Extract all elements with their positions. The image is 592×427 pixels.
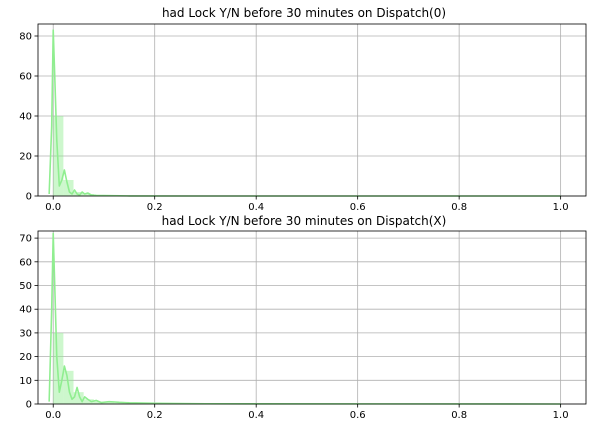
top-ytick-label-3: 60 <box>19 72 32 83</box>
bottom-ytick-label-1: 10 <box>19 376 32 387</box>
top-density-line <box>49 30 560 196</box>
bottom-ytick-label-6: 60 <box>19 257 32 268</box>
top-xtick-label-2: 0.4 <box>248 202 264 213</box>
bottom-ytick-label-7: 70 <box>19 234 32 245</box>
bottom-xtick-label-1: 0.2 <box>147 410 163 421</box>
bottom-density-line <box>49 233 560 404</box>
top-xtick-label-0: 0.0 <box>45 202 61 213</box>
bottom-ytick-label-5: 50 <box>19 281 32 292</box>
bottom-ytick-label-2: 20 <box>19 352 32 363</box>
top-xtick-label-1: 0.2 <box>147 202 163 213</box>
top-chart-title: had Lock Y/N before 30 minutes on Dispat… <box>162 6 446 20</box>
top-ytick-label-1: 20 <box>19 152 32 163</box>
bottom-ytick-label-4: 40 <box>19 305 32 316</box>
bottom-xtick-label-0: 0.0 <box>45 410 61 421</box>
bottom-xtick-label-3: 0.6 <box>350 410 366 421</box>
top-chart-panel: had Lock Y/N before 30 minutes on Dispat… <box>19 6 586 213</box>
bottom-chart-title: had Lock Y/N before 30 minutes on Dispat… <box>162 214 447 228</box>
top-xtick-label-5: 1.0 <box>553 202 569 213</box>
top-ytick-label-4: 80 <box>19 32 32 43</box>
top-xtick-label-4: 0.8 <box>451 202 467 213</box>
bottom-xtick-label-4: 0.8 <box>451 410 467 421</box>
bottom-ytick-label-0: 0 <box>26 400 32 411</box>
bottom-ytick-label-3: 30 <box>19 328 32 339</box>
top-ytick-label-0: 0 <box>26 192 32 203</box>
bottom-chart-panel: had Lock Y/N before 30 minutes on Dispat… <box>19 214 586 421</box>
top-axes-frame <box>38 24 586 196</box>
bottom-xtick-label-2: 0.4 <box>248 410 264 421</box>
bottom-xtick-label-5: 1.0 <box>553 410 569 421</box>
top-xtick-label-3: 0.6 <box>350 202 366 213</box>
top-ytick-label-2: 40 <box>19 112 32 123</box>
bottom-axes-frame <box>38 231 586 404</box>
